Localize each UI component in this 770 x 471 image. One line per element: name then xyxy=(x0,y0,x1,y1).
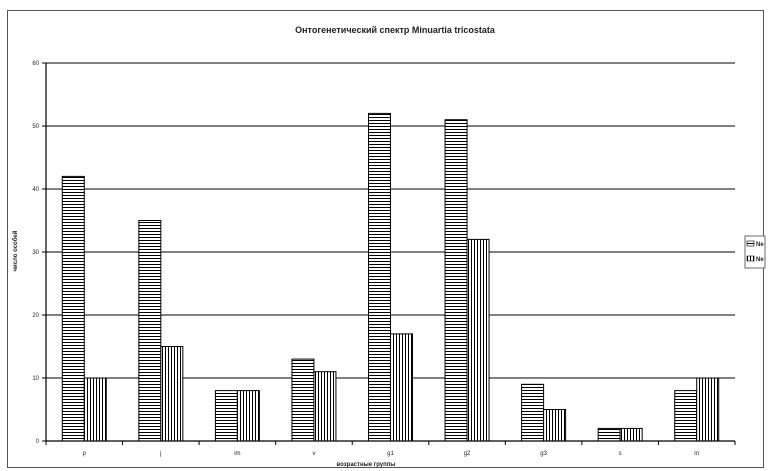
bar-series-2-s xyxy=(619,427,643,442)
bar-series-2-g3 xyxy=(543,409,567,442)
legend-label-series-2: Ne xyxy=(756,257,764,263)
bar-series-1-m xyxy=(674,390,698,442)
x-axis-label: возрастные группы xyxy=(336,462,395,468)
legend-swatch-series-1 xyxy=(746,240,755,247)
x-tick-label-g3: g3 xyxy=(540,451,547,457)
x-tick-label-g1: g1 xyxy=(387,451,394,457)
bar-series-2-j xyxy=(160,346,184,442)
bar-series-1-s xyxy=(597,427,621,442)
x-axis-ticks: p j im v g1 g2 g3 s m xyxy=(45,441,736,457)
bars xyxy=(61,112,720,442)
y-tick-label: 20 xyxy=(32,313,39,319)
bar-series-2-g1 xyxy=(390,333,413,442)
x-tick-label-im: im xyxy=(234,451,240,457)
bar-series-2-v xyxy=(313,371,337,442)
legend-label-series-1: Ne xyxy=(756,242,764,248)
chart-title: Онтогенетический спектр Minuartia tricos… xyxy=(295,25,496,35)
x-tick-label-s: s xyxy=(619,451,622,457)
y-tick-label: 40 xyxy=(32,187,39,193)
y-tick-label: 0 xyxy=(36,439,40,445)
y-tick-label: 30 xyxy=(32,250,39,256)
bar-series-1-p xyxy=(61,175,85,442)
legend-swatch-series-2 xyxy=(746,255,755,262)
y-tick-label: 60 xyxy=(32,61,39,67)
x-tick-label-p: p xyxy=(83,451,87,457)
bar-series-1-im xyxy=(214,390,238,442)
x-tick-label-m: m xyxy=(694,451,699,457)
x-tick-label-g2: g2 xyxy=(464,451,471,457)
bar-series-1-g1 xyxy=(368,112,391,442)
bar-series-2-im xyxy=(236,390,260,442)
bar-series-1-j xyxy=(138,220,162,442)
x-tick-label-j: j xyxy=(159,451,161,457)
bar-series-1-v xyxy=(291,358,315,442)
legend: Ne Ne xyxy=(744,235,766,269)
bar-series-2-g2 xyxy=(466,238,490,442)
y-axis-ticks: 0 10 20 30 40 50 60 xyxy=(32,61,46,445)
bar-series-2-p xyxy=(83,377,107,442)
x-tick-label-v: v xyxy=(312,451,315,457)
y-axis-label: число особей xyxy=(12,230,19,271)
bar-series-2-m xyxy=(696,377,720,442)
bar-series-1-g2 xyxy=(444,119,468,442)
y-tick-label: 50 xyxy=(32,124,39,130)
bar-series-1-g3 xyxy=(521,383,545,442)
y-tick-label: 10 xyxy=(32,376,39,382)
